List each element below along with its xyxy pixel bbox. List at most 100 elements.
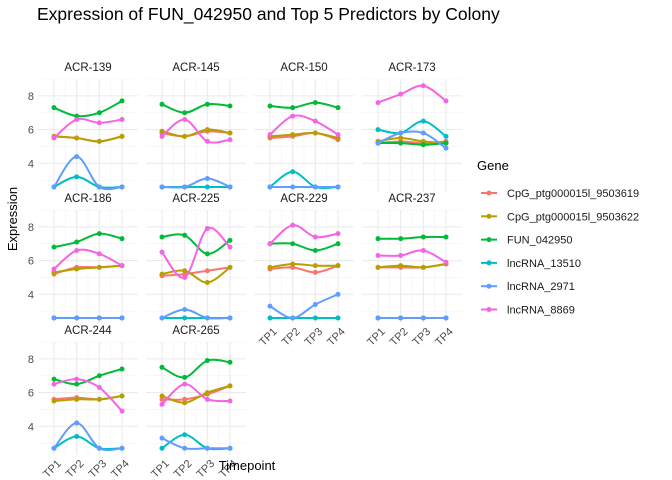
facet-panel: ACR-229 TP1 TP2 TP3 TP4 <box>254 193 354 349</box>
data-point <box>312 247 318 253</box>
data-point <box>74 154 80 160</box>
series-line <box>377 249 447 264</box>
data-point <box>227 137 233 143</box>
data-point <box>420 130 426 136</box>
x-tick-label: TP4 <box>433 326 456 349</box>
data-point <box>420 118 426 124</box>
x-tick-label: TP3 <box>410 326 433 349</box>
data-point <box>119 184 125 190</box>
data-point <box>227 244 233 250</box>
x-axis-label: Timepoint <box>219 458 276 473</box>
data-point <box>227 130 233 136</box>
data-point <box>443 133 449 139</box>
data-point <box>159 133 165 139</box>
data-point <box>267 103 273 109</box>
data-point <box>119 98 125 104</box>
x-tick-label: TP3 <box>302 326 325 349</box>
data-point <box>182 307 188 313</box>
data-point <box>182 400 188 406</box>
series-line <box>53 100 123 118</box>
legend-item: lncRNA_8869 <box>481 305 575 317</box>
data-point <box>227 398 233 404</box>
data-point <box>74 266 80 272</box>
data-point <box>96 445 102 451</box>
data-point <box>74 315 80 321</box>
data-point <box>204 315 210 321</box>
data-point <box>227 315 233 321</box>
facet-label: ACR-186 <box>64 193 111 205</box>
legend-key-point <box>486 260 492 266</box>
facet-label: ACR-237 <box>388 193 435 205</box>
data-point <box>159 249 165 255</box>
data-point <box>443 140 449 146</box>
series-line <box>269 262 339 269</box>
facet-panel: ACR-145 <box>146 62 246 192</box>
data-point <box>267 315 273 321</box>
data-point <box>420 315 426 321</box>
data-point <box>267 132 273 138</box>
data-point <box>227 103 233 109</box>
x-tick-label: TP1 <box>149 458 172 480</box>
data-point <box>96 110 102 116</box>
facet-label: ACR-139 <box>64 62 111 74</box>
data-point <box>119 393 125 399</box>
x-tick-label: TP1 <box>365 326 388 349</box>
facet-panel: ACR-237 TP1 TP2 TP3 TP4 <box>362 193 462 349</box>
data-point <box>375 140 381 146</box>
data-point <box>96 264 102 270</box>
data-point <box>96 385 102 391</box>
data-point <box>335 105 341 111</box>
data-point <box>420 83 426 89</box>
data-point <box>51 398 57 404</box>
data-point <box>159 234 165 240</box>
data-point <box>204 176 210 182</box>
series-line <box>161 383 231 406</box>
legend-key-point <box>486 190 492 196</box>
data-point <box>159 401 165 407</box>
series-line <box>161 437 230 450</box>
data-point <box>312 269 318 275</box>
data-point <box>312 234 318 240</box>
legend-title: Gene <box>477 158 509 173</box>
data-point <box>96 396 102 402</box>
data-point <box>204 138 210 144</box>
legend-label: lncRNA_2971 <box>507 281 575 293</box>
legend: Gene CpG_ptg000015l_9503619 CpG_ptg000015… <box>477 158 639 317</box>
series-line <box>161 384 231 404</box>
data-point <box>375 253 381 259</box>
data-point <box>159 445 165 451</box>
data-point <box>159 435 165 441</box>
legend-key-point <box>486 237 492 243</box>
data-point <box>182 133 188 139</box>
series-line <box>53 175 123 189</box>
data-point <box>290 315 296 321</box>
data-point <box>96 138 102 144</box>
y-tick-label: 4 <box>28 289 34 301</box>
data-point <box>335 132 341 138</box>
data-point <box>398 130 404 136</box>
x-tick-label: TP1 <box>41 458 64 480</box>
series-line <box>161 226 231 279</box>
data-point <box>119 236 125 242</box>
data-point <box>312 263 318 269</box>
x-tick-label: TP2 <box>388 326 411 349</box>
data-point <box>335 291 341 297</box>
data-point <box>420 234 426 240</box>
data-point <box>312 100 318 106</box>
legend-label: lncRNA_8869 <box>507 305 575 317</box>
data-point <box>290 169 296 175</box>
facet-label: ACR-150 <box>280 62 327 74</box>
data-point <box>398 140 404 146</box>
legend-label: CpG_ptg000015l_9503622 <box>507 211 639 223</box>
x-tick-label: TP3 <box>194 458 217 480</box>
data-point <box>267 303 273 309</box>
data-point <box>159 101 165 107</box>
data-point <box>227 383 233 389</box>
legend-item: CpG_ptg000015l_9503622 <box>481 211 639 223</box>
data-point <box>290 261 296 267</box>
data-point <box>182 432 188 438</box>
data-point <box>204 358 210 364</box>
data-point <box>96 315 102 321</box>
data-point <box>290 184 296 190</box>
data-point <box>204 396 210 402</box>
